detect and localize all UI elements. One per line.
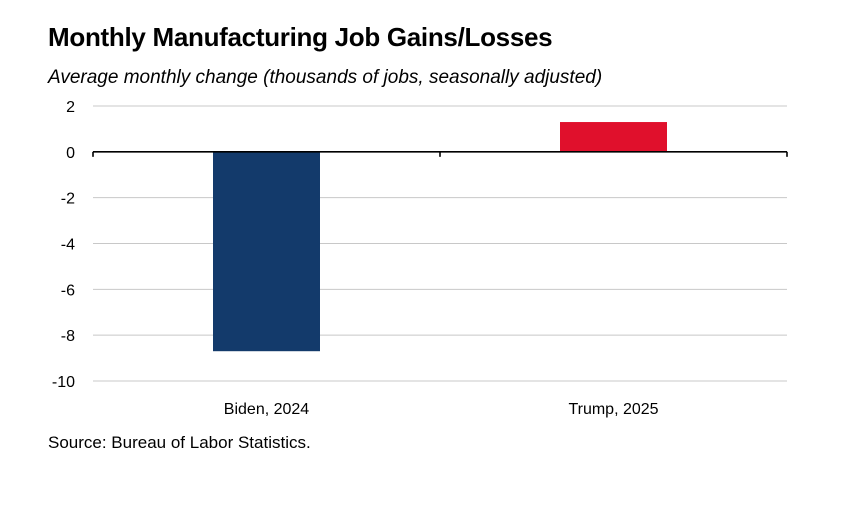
- x-category-label: Trump, 2025: [568, 401, 658, 418]
- x-category-label: Biden, 2024: [224, 401, 310, 418]
- chart-title: Monthly Manufacturing Job Gains/Losses: [48, 22, 553, 52]
- y-tick-label: 0: [66, 145, 75, 162]
- y-tick-label: -8: [61, 328, 75, 345]
- bar: [560, 122, 667, 152]
- y-tick-label: 2: [66, 99, 75, 116]
- bar: [213, 151, 320, 352]
- chart-subtitle: Average monthly change (thousands of job…: [48, 67, 603, 88]
- y-tick-label: -6: [61, 282, 75, 299]
- chart-source: Source: Bureau of Labor Statistics.: [48, 433, 311, 452]
- y-tick-label: -10: [52, 374, 75, 391]
- y-tick-label: -4: [61, 237, 75, 254]
- y-tick-label: -2: [61, 191, 75, 208]
